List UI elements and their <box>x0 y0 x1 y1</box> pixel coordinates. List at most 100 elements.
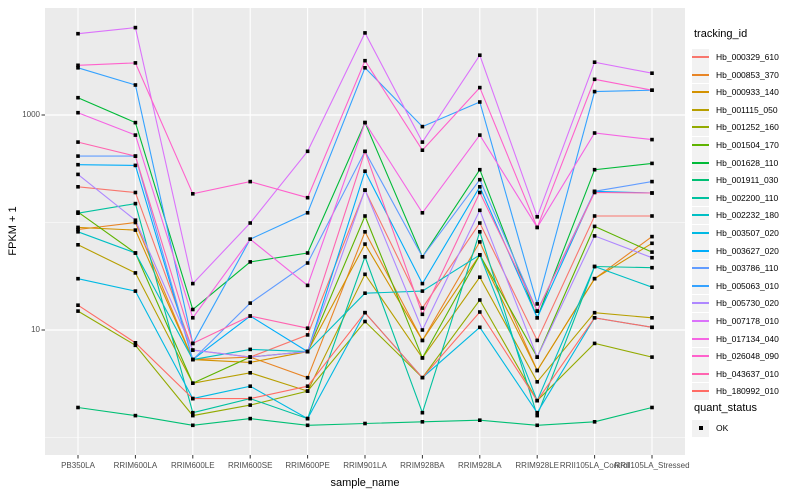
legend-item-label: Hb_001628_110 <box>716 157 779 168</box>
legend-key-line-icon <box>692 355 709 358</box>
data-point <box>592 131 597 135</box>
legend-item-label: Hb_180992_010 <box>716 386 779 397</box>
data-point <box>363 214 367 218</box>
data-point <box>478 418 482 422</box>
legend-item-label: Hb_003627_020 <box>716 245 779 256</box>
data-point <box>133 218 138 222</box>
data-point <box>133 133 138 137</box>
x-tick-label: PB350LA <box>61 461 95 470</box>
legend-key-swatch <box>692 277 709 295</box>
data-point <box>191 410 195 415</box>
data-point <box>592 167 597 172</box>
legend-item-Hb_001252_160: Hb_001252_160 <box>692 118 779 136</box>
data-point <box>248 347 252 352</box>
data-point <box>592 60 597 64</box>
data-point <box>478 185 482 189</box>
data-point <box>650 241 654 246</box>
data-point <box>248 179 252 184</box>
data-point <box>535 316 539 320</box>
data-point <box>76 276 80 281</box>
legend-item-Hb_003786_110: Hb_003786_110 <box>692 259 778 277</box>
data-point <box>76 154 80 158</box>
data-point <box>363 169 367 173</box>
legend-key-swatch <box>692 48 709 66</box>
data-point <box>478 190 482 195</box>
data-point <box>305 149 310 154</box>
data-point <box>535 338 539 343</box>
legend-key-swatch <box>692 154 709 172</box>
data-point <box>592 264 597 269</box>
data-point <box>133 271 138 275</box>
legend-item-label: Hb_007178_010 <box>716 316 779 326</box>
legend-key-line-icon <box>692 320 709 322</box>
data-point <box>133 83 138 87</box>
data-point <box>248 403 252 407</box>
data-point <box>592 89 597 94</box>
data-point <box>420 312 425 317</box>
data-point <box>133 228 138 232</box>
data-point <box>535 380 539 384</box>
data-point <box>420 148 425 152</box>
x-tick-label: RRII105LA_Stressed <box>614 461 690 470</box>
data-point <box>592 224 597 229</box>
legend-item-Hb_043637_010: Hb_043637_010 <box>692 365 779 383</box>
data-point <box>420 328 425 332</box>
data-point <box>76 309 80 313</box>
legend-key-swatch <box>692 66 709 84</box>
data-point <box>248 416 252 421</box>
data-point <box>133 341 138 345</box>
legend-key-swatch <box>692 171 709 189</box>
data-point <box>305 389 310 393</box>
x-tick-label: RRIM600LA <box>113 461 158 470</box>
data-point <box>592 310 597 315</box>
data-point <box>133 343 138 348</box>
data-point <box>478 167 482 172</box>
x-tick-label: RRIM928LE <box>515 461 559 470</box>
legend-item-quant-ok: OK <box>692 419 728 437</box>
legend-key-line-icon <box>692 144 709 146</box>
data-point <box>535 215 539 219</box>
data-point <box>305 326 310 330</box>
legend-key-line-icon <box>692 179 709 182</box>
legend-item-label: Hb_001504_170 <box>716 140 779 150</box>
data-point <box>248 237 252 241</box>
data-point <box>592 316 597 320</box>
data-point <box>535 413 539 418</box>
data-point <box>76 95 80 100</box>
legend-item-Hb_001911_030: Hb_001911_030 <box>692 171 778 189</box>
data-point <box>478 85 482 90</box>
data-point <box>76 303 80 307</box>
legend-key-swatch <box>692 206 709 224</box>
data-point <box>363 242 367 246</box>
data-point <box>650 234 654 239</box>
data-point <box>478 53 482 57</box>
data-point <box>363 31 367 35</box>
data-point <box>478 100 482 104</box>
data-point <box>248 360 252 365</box>
data-point <box>305 349 310 354</box>
data-point <box>191 357 195 362</box>
data-point <box>592 214 597 218</box>
data-point <box>305 251 310 255</box>
data-point <box>650 161 654 166</box>
legend-key-line-icon <box>692 337 709 340</box>
legend-key-line-icon <box>692 249 709 252</box>
legend-item-label: Hb_002200_110 <box>716 192 779 203</box>
legend-item-Hb_000853_370: Hb_000853_370 <box>692 66 779 84</box>
data-point <box>650 179 654 184</box>
data-point <box>76 243 80 247</box>
data-point <box>420 255 425 259</box>
legend-item-Hb_003627_020: Hb_003627_020 <box>692 242 779 260</box>
data-point <box>191 413 195 418</box>
data-point <box>191 192 195 196</box>
data-point <box>420 338 425 343</box>
data-point <box>478 298 482 302</box>
data-point <box>133 120 138 125</box>
data-point <box>133 220 138 225</box>
data-point <box>133 201 138 206</box>
data-point <box>76 162 80 167</box>
data-point <box>592 341 597 346</box>
data-point <box>305 211 310 215</box>
data-point <box>305 261 310 265</box>
data-point <box>363 188 367 192</box>
